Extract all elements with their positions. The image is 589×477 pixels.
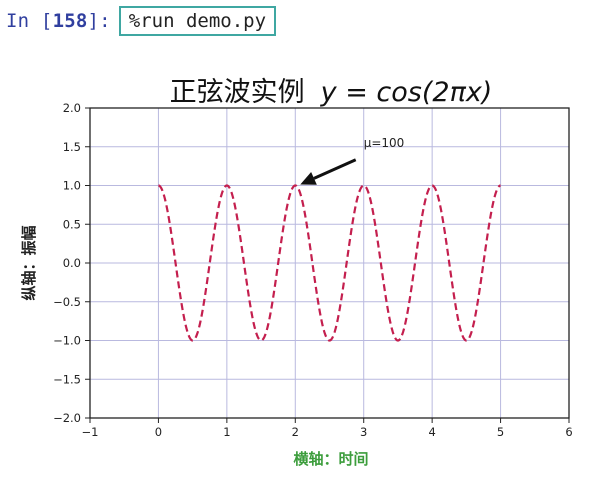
annotation-arrow-head [300,171,317,185]
ticks: −1 0 1 2 3 4 5 6 −2.0 −1.5 −1.0 −0.5 0.0 0.5 1.0 1.5 2.0 [53,101,573,439]
y-axis-label: 纵轴：振幅 [20,225,38,300]
y-tick-label: −0.5 [53,295,81,309]
x-axis-label: 横轴：时间 [293,450,368,468]
x-tick-label: 2 [292,425,299,439]
chart-title-math: y = cos(2πx) [320,77,493,108]
cos-series-line [158,184,501,342]
x-tick-label: 6 [565,425,572,439]
x-tick-label: 5 [497,425,504,439]
annotation-arrow-shaft [313,158,357,180]
y-tick-label: 1.0 [63,179,81,193]
y-tick-label: 2.0 [63,101,81,115]
x-tick-label: −1 [82,425,99,439]
code-input[interactable]: %run demo.py [118,6,277,36]
y-tick-label: −1.5 [53,372,81,386]
x-tick-label: 4 [428,425,435,439]
y-tick-label: 0.0 [63,256,81,270]
chart-title-text: 正弦波实例 [170,77,305,108]
y-tick-label: −1.0 [53,334,81,348]
plot-area [158,184,501,342]
notebook-cell: In [158]: %run demo.py [6,4,277,38]
x-tick-label: 1 [223,425,230,439]
y-tick-label: 1.5 [63,140,81,154]
x-tick-label: 0 [155,425,162,439]
annotation-label: μ=100 [364,136,405,150]
x-tick-label: 3 [360,425,367,439]
cell-prompt: In [158]: [6,10,111,32]
cell-prompt-number: 158 [52,10,88,32]
grid [89,107,570,419]
annotation: μ=100 [300,136,404,185]
y-tick-label: −2.0 [53,411,81,425]
y-tick-label: 0.5 [63,217,81,231]
chart-title: 正弦波实例 y = cos(2πx) [170,77,493,108]
